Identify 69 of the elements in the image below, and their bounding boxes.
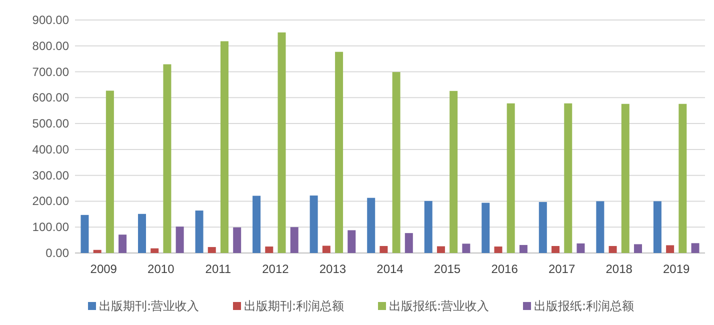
bar	[608, 246, 617, 253]
bar	[348, 230, 356, 253]
bar	[482, 202, 490, 253]
x-tick-label: 2010	[148, 262, 175, 276]
bar	[392, 72, 400, 253]
x-tick-label: 2016	[491, 262, 518, 276]
bar	[233, 227, 242, 253]
bar	[552, 246, 560, 253]
bar	[278, 32, 286, 253]
bar	[150, 248, 159, 253]
bar	[519, 244, 528, 253]
y-tick-label: 900.00	[32, 13, 70, 27]
x-tick-label: 2018	[606, 262, 633, 276]
bar	[367, 198, 376, 253]
x-tick-label: 2014	[376, 262, 404, 276]
x-tick-label: 2013	[319, 262, 346, 276]
bar	[322, 246, 330, 253]
bar	[494, 246, 502, 253]
bar	[208, 247, 216, 253]
legend-label: 出版报纸:利润总额	[534, 299, 634, 313]
x-tick-label: 2011	[205, 262, 232, 276]
y-tick-label: 200.00	[32, 194, 70, 208]
bar	[310, 196, 318, 253]
bar	[176, 226, 184, 253]
y-tick-label: 600.00	[32, 90, 70, 105]
bar	[450, 90, 458, 253]
bar	[621, 104, 630, 253]
x-tick-label: 2015	[434, 262, 461, 276]
bar	[220, 41, 228, 253]
y-tick-label: 400.00	[32, 142, 70, 156]
bar	[506, 103, 515, 253]
y-tick-label: 0.00	[46, 246, 70, 260]
bar	[462, 244, 470, 253]
y-tick-label: 700.00	[32, 64, 70, 79]
legend-label: 出版期刊:利润总额	[244, 299, 344, 313]
bar	[576, 243, 585, 253]
bar	[596, 201, 604, 253]
bar	[666, 245, 674, 253]
bar	[252, 196, 261, 253]
bar	[118, 234, 127, 253]
bar	[290, 227, 298, 253]
bar	[106, 90, 114, 253]
bar	[691, 243, 700, 253]
x-tick-label: 2019	[663, 262, 690, 276]
x-tick-label: 2012	[262, 262, 290, 276]
bar	[380, 246, 388, 253]
bar	[80, 214, 89, 253]
bar	[404, 233, 413, 253]
x-tick-label: 2009	[90, 262, 118, 276]
bar	[538, 202, 547, 253]
bar	[564, 103, 572, 253]
bar	[138, 214, 146, 253]
x-tick-label: 2017	[548, 262, 576, 276]
y-tick-label: 500.00	[32, 116, 70, 131]
bar	[195, 210, 204, 253]
bar	[335, 52, 344, 253]
bar	[678, 104, 687, 253]
y-tick-label: 800.00	[32, 38, 70, 53]
bar	[634, 244, 642, 253]
bar	[436, 246, 445, 253]
y-tick-label: 100.00	[32, 220, 70, 234]
bar	[93, 250, 102, 253]
bar	[163, 64, 172, 253]
bar	[265, 246, 274, 253]
legend-label: 出版期刊:营业收入	[99, 299, 200, 313]
y-tick-label: 300.00	[32, 168, 70, 182]
bar	[424, 200, 432, 253]
bar	[653, 201, 662, 253]
legend-label: 出版报纸:营业收入	[389, 299, 490, 313]
